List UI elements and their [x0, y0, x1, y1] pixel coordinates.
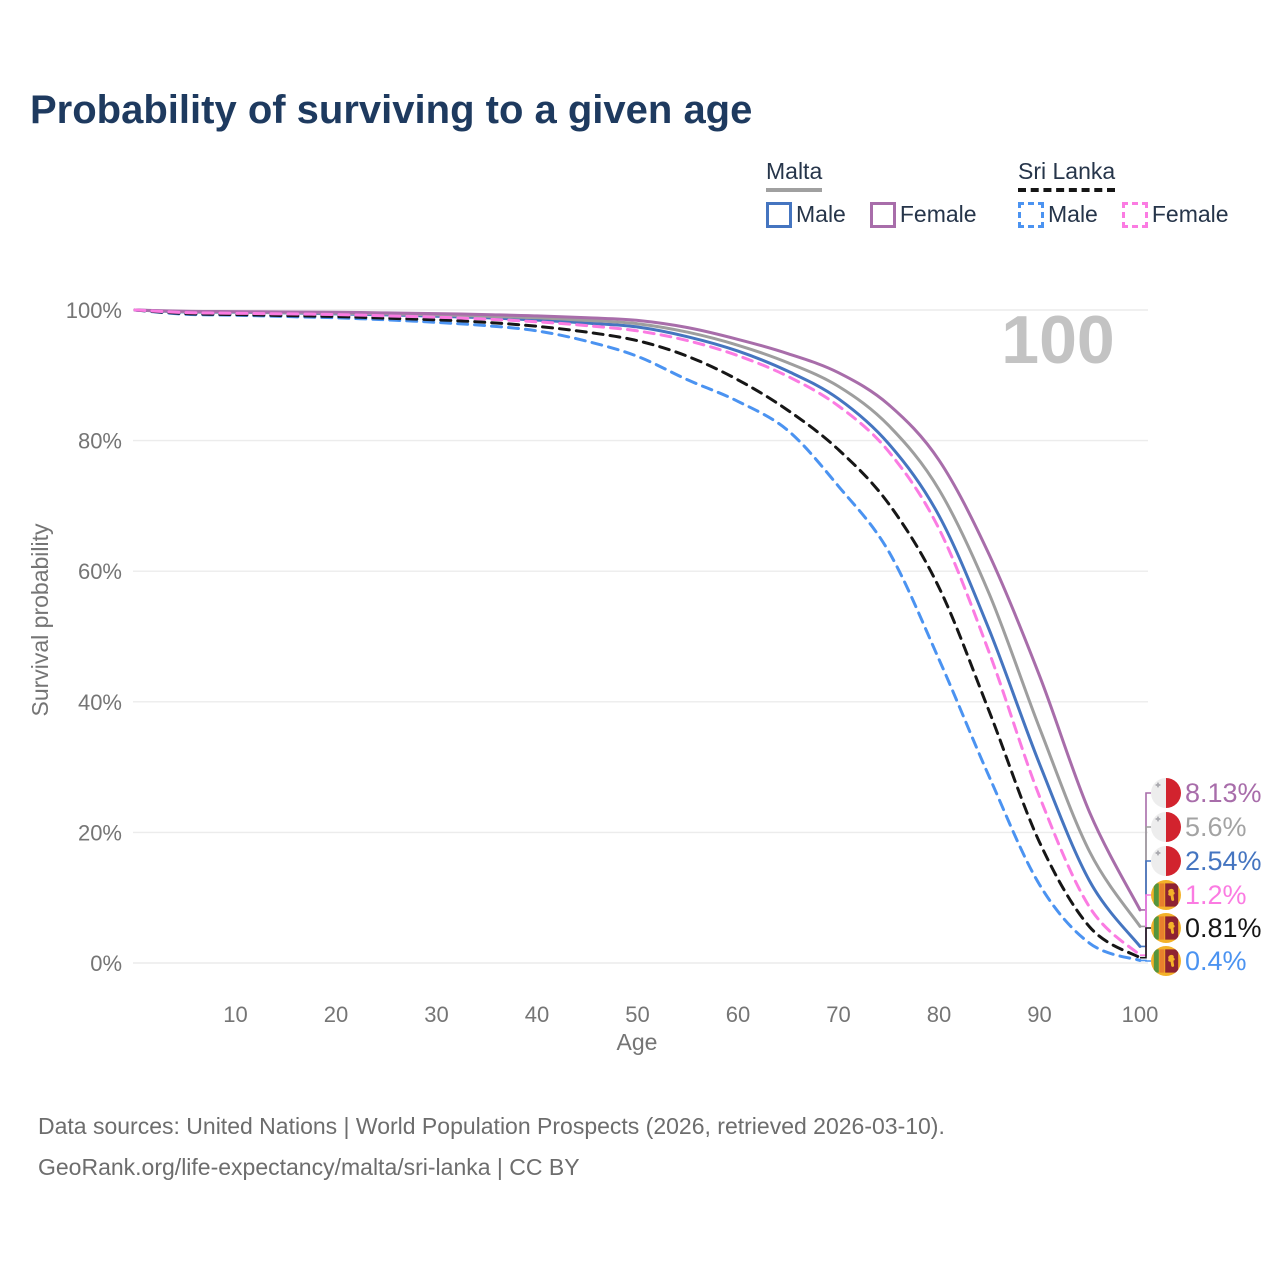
malta-flag-icon: [1151, 812, 1181, 842]
x-tick-label: 90: [1027, 1002, 1051, 1027]
page-title: Probability of surviving to a given age: [30, 88, 753, 132]
x-tick-label: 20: [324, 1002, 348, 1027]
series-line-sri-lanka-male: [133, 308, 1142, 962]
footer-source-line: Data sources: United Nations | World Pop…: [38, 1113, 945, 1139]
legend-label-malta-female: Female: [899, 201, 977, 227]
legend-swatch-sri-lanka-female: [1121, 201, 1148, 228]
footer-url-line: GeoRank.org/life-expectancy/malta/sri-la…: [38, 1154, 580, 1180]
series-line-malta: [133, 308, 1142, 928]
series-line-malta-female: [133, 308, 1142, 912]
x-tick-label: 50: [625, 1002, 649, 1027]
legend-group-malta: Malta Male Female: [766, 158, 1001, 228]
legend-swatch-malta-female: [869, 201, 896, 228]
sri-lanka-flag-icon: [1151, 946, 1181, 976]
y-tick-label: 80%: [78, 429, 122, 454]
legend-item-sri-lanka-female[interactable]: Female: [1121, 201, 1253, 228]
x-tick-label: 60: [726, 1002, 750, 1027]
end-label-value: 1.2%: [1185, 879, 1247, 910]
watermark-age-label: 100: [1001, 302, 1114, 378]
y-tick-label: 60%: [78, 559, 122, 584]
y-tick-label: 20%: [78, 820, 122, 845]
y-tick-label: 0%: [90, 951, 122, 976]
x-tick-label: 40: [525, 1002, 549, 1027]
x-tick-label: 100: [1122, 1002, 1159, 1027]
x-tick-label: 10: [223, 1002, 247, 1027]
end-label-connector: [1140, 927, 1151, 959]
series-line-malta-male: [133, 308, 1142, 948]
legend-item-sri-lanka-male[interactable]: Male: [1018, 201, 1122, 228]
end-label-row: 2.54%: [1151, 846, 1262, 876]
footer: Data sources: United Nations | World Pop…: [38, 1106, 945, 1188]
malta-flag-icon: [1151, 778, 1181, 808]
x-tick-label: 30: [424, 1002, 448, 1027]
x-tick-label: 70: [826, 1002, 850, 1027]
legend-title-sri-lanka: Sri Lanka: [1018, 158, 1116, 192]
end-label-row: 5.6%: [1151, 812, 1247, 842]
legend-title-malta: Malta: [766, 158, 823, 192]
sri-lanka-flag-icon: [1151, 880, 1181, 910]
y-axis-title: Survival probability: [27, 523, 53, 717]
end-label-value: 2.54%: [1185, 845, 1262, 876]
end-label-value: 8.13%: [1185, 777, 1262, 808]
legend-label-sri-lanka-male: Male: [1048, 201, 1098, 227]
end-label-row: 0.81%: [1151, 913, 1262, 943]
malta-flag-icon: [1151, 846, 1181, 876]
end-label-row: 8.13%: [1151, 778, 1262, 808]
sri-lanka-flag-icon: [1151, 913, 1181, 943]
legend-item-malta-male[interactable]: Male: [766, 201, 870, 228]
y-tick-label: 100%: [66, 298, 122, 323]
series-line-sri-lanka: [133, 308, 1142, 960]
legend-item-malta-female[interactable]: Female: [869, 201, 1001, 228]
end-label-value: 0.81%: [1185, 912, 1262, 943]
legend-label-sri-lanka-female: Female: [1151, 201, 1229, 227]
end-label-row: 0.4%: [1151, 946, 1247, 976]
x-tick-label: 80: [927, 1002, 951, 1027]
legend-swatch-malta-male: [766, 201, 792, 228]
legend-swatch-sri-lanka-male: [1018, 201, 1044, 228]
x-axis-title: Age: [617, 1029, 658, 1055]
end-label-value: 5.6%: [1185, 811, 1247, 842]
end-label-connector: [1140, 894, 1151, 956]
legend-group-sri-lanka: Sri Lanka Male Female: [1018, 158, 1253, 228]
end-label-connector: [1140, 959, 1151, 962]
y-tick-label: 40%: [78, 690, 122, 715]
series-line-sri-lanka-female: [133, 308, 1142, 957]
legend-label-malta-male: Male: [796, 201, 846, 227]
end-label-row: 1.2%: [1151, 880, 1247, 910]
end-label-value: 0.4%: [1185, 945, 1247, 976]
